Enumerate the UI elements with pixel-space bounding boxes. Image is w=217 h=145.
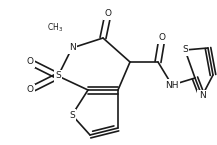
Text: O: O <box>26 58 33 67</box>
Text: S: S <box>182 46 188 55</box>
Text: N: N <box>199 91 205 100</box>
Text: NH: NH <box>165 80 179 89</box>
Text: O: O <box>105 10 112 19</box>
Text: O: O <box>26 86 33 95</box>
Text: N: N <box>69 44 75 52</box>
Text: S: S <box>69 110 75 119</box>
Text: S: S <box>55 71 61 80</box>
Text: CH$_3$: CH$_3$ <box>47 22 63 34</box>
Text: O: O <box>158 33 166 42</box>
